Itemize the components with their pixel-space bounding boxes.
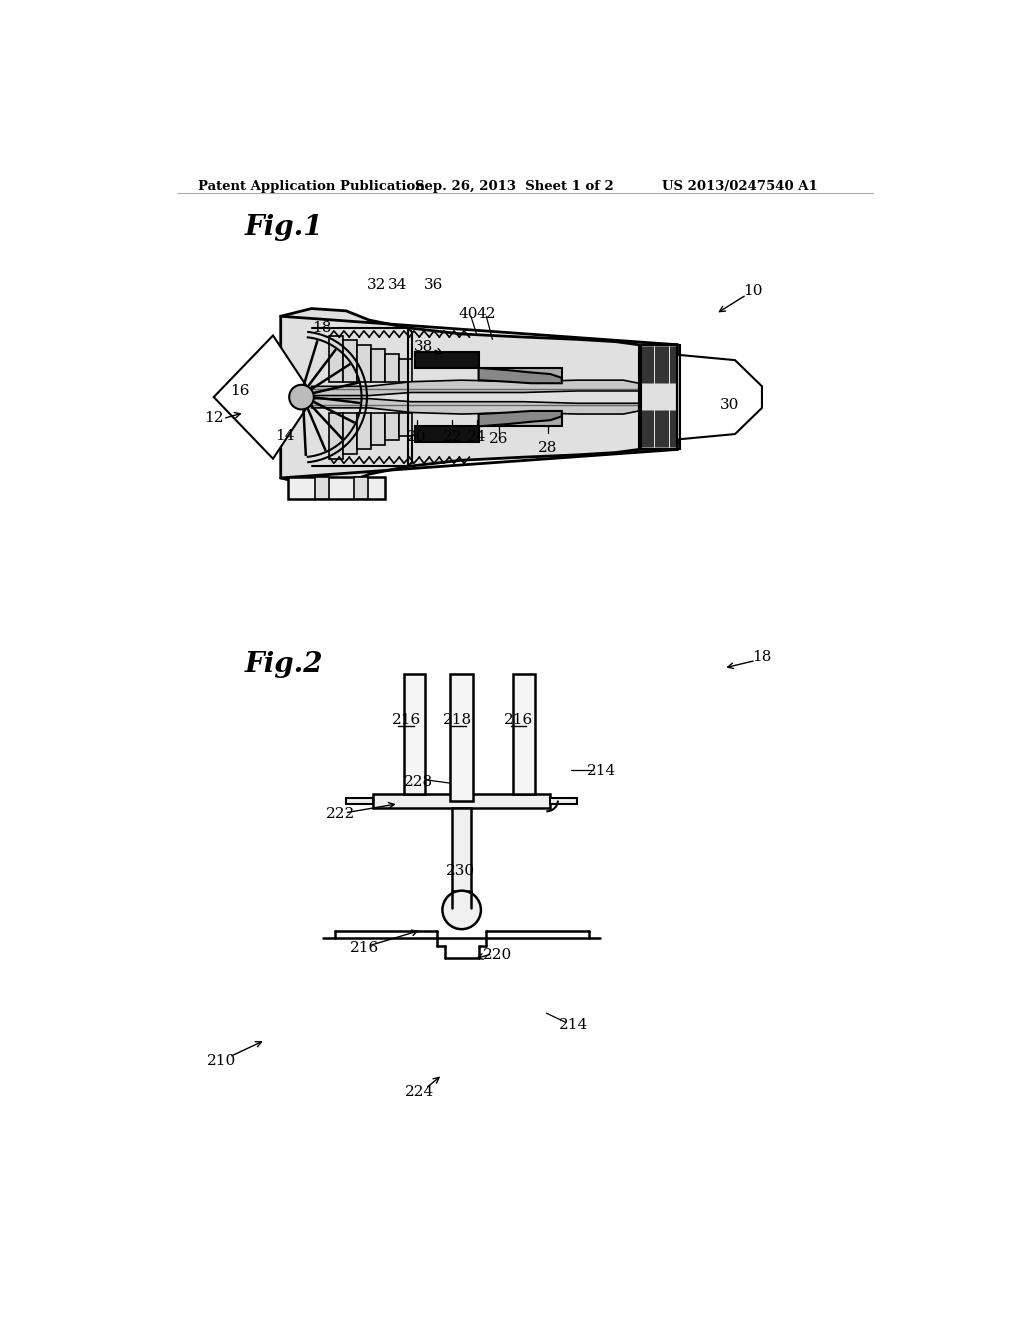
- Bar: [357, 412, 371, 449]
- Circle shape: [289, 385, 313, 409]
- Text: 10: 10: [743, 284, 763, 298]
- Text: US 2013/0247540 A1: US 2013/0247540 A1: [662, 180, 817, 193]
- Polygon shape: [281, 309, 677, 486]
- Bar: [451, 675, 473, 801]
- Text: 40: 40: [458, 308, 477, 321]
- Text: 34: 34: [388, 279, 408, 293]
- Text: 216: 216: [391, 714, 421, 727]
- Text: 230: 230: [445, 863, 475, 878]
- Bar: [373, 793, 550, 808]
- Bar: [453, 808, 471, 891]
- Bar: [371, 413, 385, 445]
- Bar: [416, 352, 478, 368]
- Bar: [330, 412, 343, 459]
- Bar: [550, 797, 578, 804]
- Bar: [478, 414, 562, 426]
- Text: 18: 18: [312, 321, 331, 335]
- Bar: [398, 359, 413, 381]
- Bar: [357, 345, 371, 381]
- Ellipse shape: [442, 891, 481, 929]
- Text: 26: 26: [488, 432, 508, 446]
- Text: 28: 28: [539, 441, 558, 455]
- Text: 22: 22: [442, 430, 462, 444]
- Text: 24: 24: [467, 430, 486, 444]
- Bar: [371, 350, 385, 381]
- Bar: [315, 478, 330, 499]
- Text: 16: 16: [230, 384, 250, 397]
- Polygon shape: [311, 380, 639, 396]
- Text: 12: 12: [204, 411, 223, 425]
- Text: 224: 224: [404, 1085, 434, 1098]
- Text: 36: 36: [424, 279, 442, 293]
- Bar: [354, 478, 368, 499]
- Text: Patent Application Publication: Patent Application Publication: [199, 180, 425, 193]
- Bar: [385, 354, 398, 381]
- Text: 32: 32: [368, 279, 387, 293]
- Polygon shape: [478, 368, 562, 383]
- Polygon shape: [677, 355, 762, 440]
- Text: 30: 30: [720, 397, 739, 412]
- Bar: [641, 345, 680, 449]
- Text: 216: 216: [504, 714, 534, 727]
- Text: 214: 214: [559, 1018, 588, 1032]
- Bar: [289, 478, 385, 499]
- Bar: [330, 335, 343, 381]
- Text: Fig.1: Fig.1: [245, 214, 323, 240]
- Bar: [343, 341, 357, 381]
- Text: Fig.2: Fig.2: [245, 651, 323, 678]
- Bar: [478, 368, 562, 380]
- Text: 214: 214: [587, 764, 616, 779]
- Text: 222: 222: [327, 808, 355, 821]
- Bar: [346, 797, 373, 804]
- Polygon shape: [311, 399, 639, 414]
- Text: 216: 216: [350, 941, 379, 954]
- Polygon shape: [478, 411, 562, 426]
- Text: 18: 18: [753, 651, 772, 664]
- Text: 42: 42: [476, 308, 496, 321]
- Bar: [398, 413, 413, 436]
- Bar: [416, 426, 478, 442]
- Text: Sep. 26, 2013  Sheet 1 of 2: Sep. 26, 2013 Sheet 1 of 2: [416, 180, 614, 193]
- Text: 218: 218: [443, 714, 472, 727]
- Text: 20: 20: [408, 430, 427, 444]
- Text: 38: 38: [415, 341, 433, 354]
- Bar: [385, 412, 398, 441]
- Polygon shape: [214, 335, 307, 459]
- Text: 210: 210: [207, 1053, 237, 1068]
- Bar: [343, 413, 357, 454]
- Text: 14: 14: [274, 429, 294, 442]
- Bar: [513, 675, 535, 793]
- Bar: [403, 675, 425, 793]
- Text: 228: 228: [404, 775, 433, 789]
- Text: 220: 220: [482, 948, 512, 962]
